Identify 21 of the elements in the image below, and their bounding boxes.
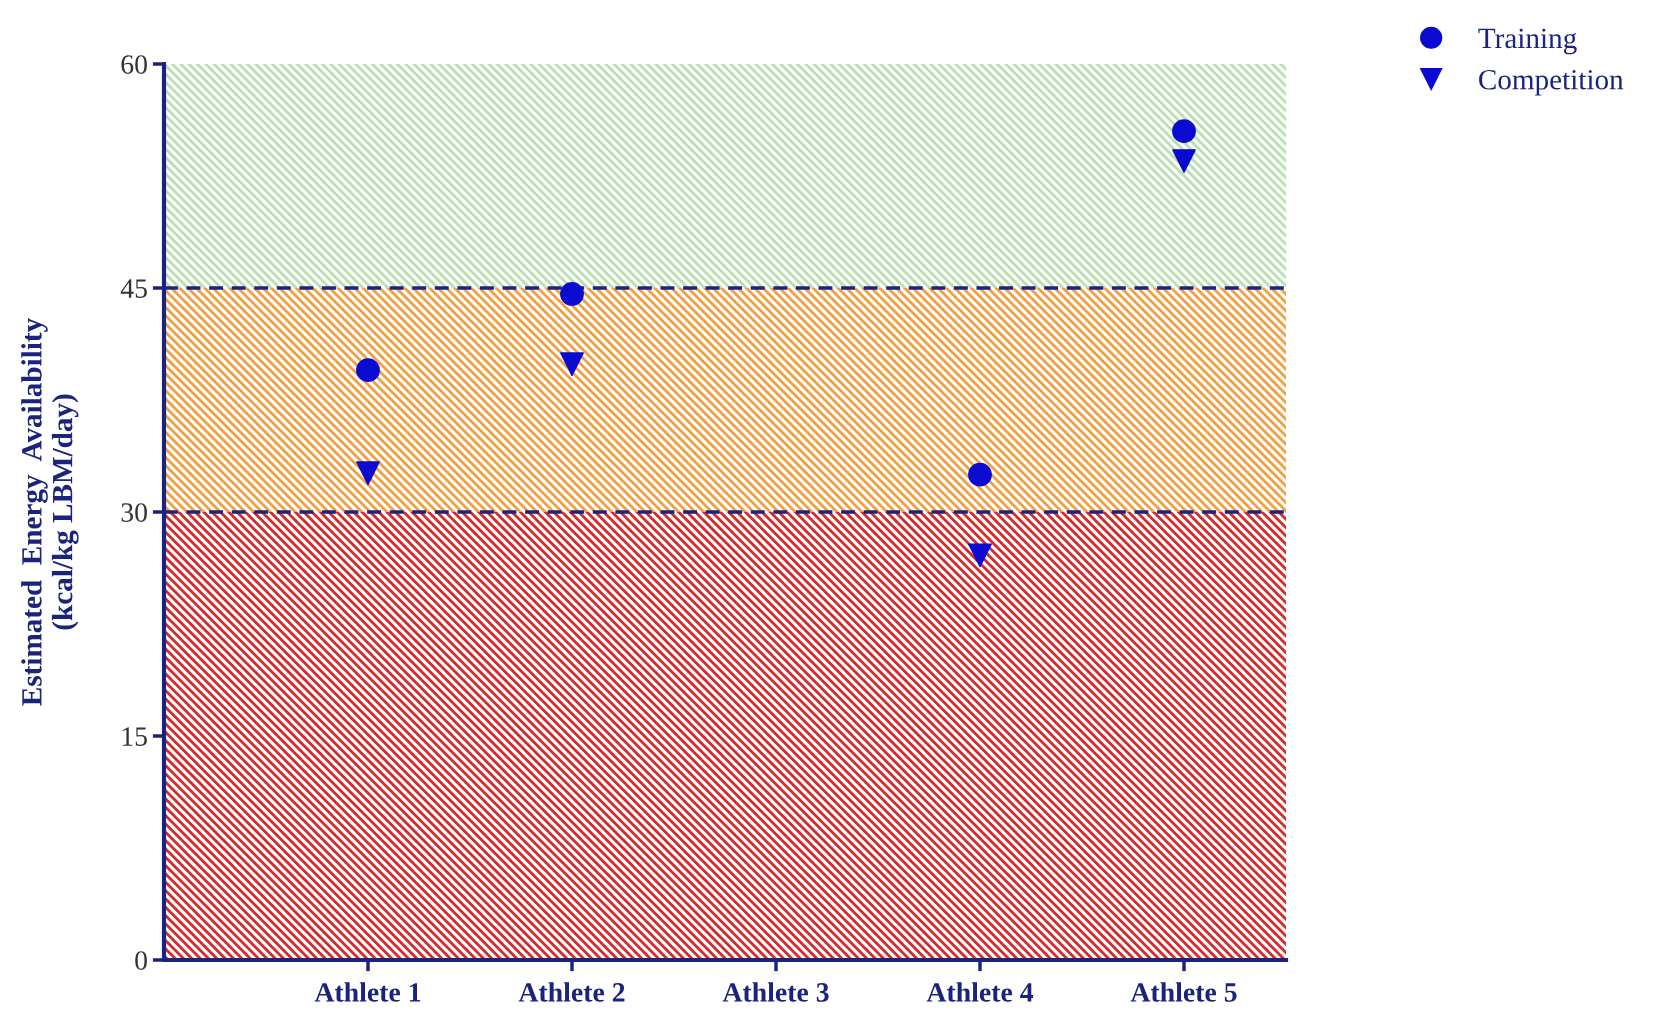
point bbox=[560, 352, 584, 377]
x-tick-label: Athlete 1 bbox=[314, 982, 421, 1002]
point bbox=[1172, 149, 1196, 173]
legend-label: Training bbox=[1478, 28, 1577, 55]
point bbox=[1172, 119, 1196, 144]
y-axis-title: Estimated Energy Availability (kcal/kg LBM/day) bbox=[21, 318, 79, 706]
y-tick-label: 0 bbox=[135, 951, 147, 970]
x-tick-label: Athlete 4 bbox=[926, 982, 1034, 1002]
y-tick-label: 30 bbox=[121, 503, 147, 522]
point bbox=[968, 543, 992, 568]
legend-label: Competition bbox=[1479, 69, 1624, 96]
x-tick-label: Athlete 5 bbox=[1130, 982, 1237, 1002]
point bbox=[560, 282, 584, 306]
point bbox=[356, 358, 380, 383]
point bbox=[356, 461, 380, 486]
x-tick-label: Athlete 2 bbox=[518, 982, 625, 1002]
y-tick-label: 45 bbox=[120, 279, 147, 298]
x-tick-label: Athlete 3 bbox=[722, 982, 829, 1002]
y-tick-label: 60 bbox=[121, 55, 147, 74]
point bbox=[968, 462, 992, 487]
y-tick-label: 15 bbox=[122, 727, 147, 746]
